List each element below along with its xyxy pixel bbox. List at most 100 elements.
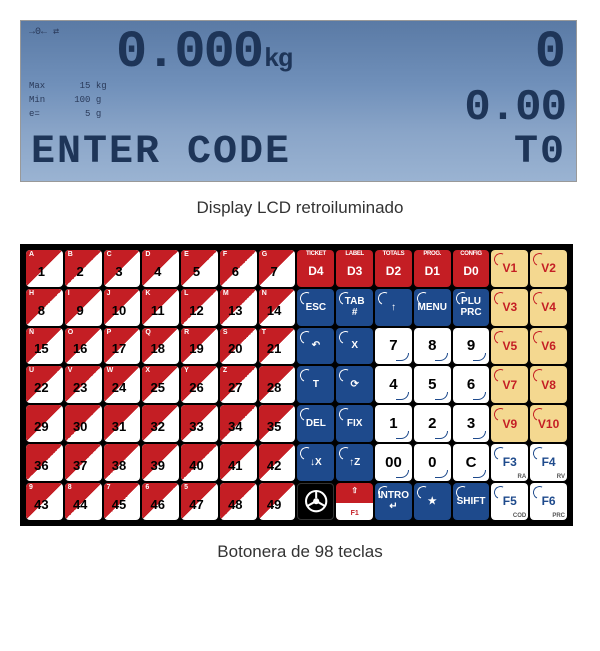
plu-key-14[interactable]: N14 [259, 289, 296, 326]
plu-key-35[interactable]: 35 [259, 405, 296, 442]
plu-key-29[interactable]: 29 [26, 405, 63, 442]
vendor-key-v1[interactable]: V1 [491, 250, 528, 287]
digit-key-9[interactable]: 9 [453, 328, 490, 365]
func-key-1-7[interactable]: ESC [297, 289, 334, 326]
steering-wheel-icon[interactable] [297, 483, 334, 520]
plu-key-41[interactable]: 41 [220, 444, 257, 481]
plu-key-4[interactable]: D4 [142, 250, 179, 287]
digit-key-5[interactable]: 5 [414, 366, 451, 403]
plu-key-36[interactable]: 36 [26, 444, 63, 481]
vendor-key-v9[interactable]: V9 [491, 405, 528, 442]
weight-value: 0.000 [116, 23, 262, 82]
func-key-4-8[interactable]: FIX [336, 405, 373, 442]
vendor-key-v2[interactable]: V2 [530, 250, 567, 287]
func-key-1-11[interactable]: PLU PRC [453, 289, 490, 326]
plu-key-15[interactable]: Ñ15 [26, 328, 63, 365]
plu-key-13[interactable]: M13 [220, 289, 257, 326]
plu-key-47[interactable]: 547 [181, 483, 218, 520]
digit-key-8[interactable]: 8 [414, 328, 451, 365]
func-key-1-9[interactable]: ↑ [375, 289, 412, 326]
plu-key-48[interactable]: 48 [220, 483, 257, 520]
plu-key-21[interactable]: T21 [259, 328, 296, 365]
func-key-3-8[interactable]: ⟳ [336, 366, 373, 403]
plu-key-43[interactable]: 943 [26, 483, 63, 520]
fkey-f4[interactable]: F4RV [530, 444, 567, 481]
plu-key-23[interactable]: V23 [65, 366, 102, 403]
vendor-key-v8[interactable]: V8 [530, 366, 567, 403]
digit-key-6[interactable]: 6 [453, 366, 490, 403]
vendor-key-v6[interactable]: V6 [530, 328, 567, 365]
func-key-5-8[interactable]: ↑Z [336, 444, 373, 481]
plu-key-19[interactable]: R19 [181, 328, 218, 365]
vendor-key-v7[interactable]: V7 [491, 366, 528, 403]
plu-key-22[interactable]: U22 [26, 366, 63, 403]
plu-key-20[interactable]: S20 [220, 328, 257, 365]
func-key-2-7[interactable]: ↶ [297, 328, 334, 365]
plu-key-11[interactable]: K11 [142, 289, 179, 326]
func-key-2-8[interactable]: X [336, 328, 373, 365]
digit-key-4[interactable]: 4 [375, 366, 412, 403]
vendor-key-v10[interactable]: V10 [530, 405, 567, 442]
plu-key-17[interactable]: P17 [104, 328, 141, 365]
plu-key-25[interactable]: X25 [142, 366, 179, 403]
mode-key-d1[interactable]: PROG.D1 [414, 250, 451, 287]
digit-key-7[interactable]: 7 [375, 328, 412, 365]
func-key-4-7[interactable]: DEL [297, 405, 334, 442]
digit-key-3[interactable]: 3 [453, 405, 490, 442]
plu-key-38[interactable]: 38 [104, 444, 141, 481]
plu-key-40[interactable]: 40 [181, 444, 218, 481]
plu-key-33[interactable]: 33 [181, 405, 218, 442]
plu-key-45[interactable]: 745 [104, 483, 141, 520]
mode-key-d4[interactable]: TICKETD4 [297, 250, 334, 287]
plu-key-1[interactable]: A1 [26, 250, 63, 287]
digit-key-2[interactable]: 2 [414, 405, 451, 442]
plu-key-37[interactable]: 37 [65, 444, 102, 481]
digit-key-C[interactable]: C [453, 444, 490, 481]
plu-key-16[interactable]: O16 [65, 328, 102, 365]
plu-key-6[interactable]: F6 [220, 250, 257, 287]
plu-key-24[interactable]: W24 [104, 366, 141, 403]
vendor-key-v3[interactable]: V3 [491, 289, 528, 326]
func-key-6-10[interactable]: ★ [414, 483, 451, 520]
plu-key-32[interactable]: 32 [142, 405, 179, 442]
lcd-caption: Display LCD retroiluminado [20, 198, 580, 218]
shift-f1-key[interactable]: ⇧F1 [336, 483, 373, 520]
plu-key-5[interactable]: E5 [181, 250, 218, 287]
plu-key-30[interactable]: 30 [65, 405, 102, 442]
func-key-1-10[interactable]: MENU [414, 289, 451, 326]
plu-key-8[interactable]: H8 [26, 289, 63, 326]
plu-key-10[interactable]: J10 [104, 289, 141, 326]
plu-key-34[interactable]: 34 [220, 405, 257, 442]
fkey-f5[interactable]: F5COD [491, 483, 528, 520]
plu-key-9[interactable]: I9 [65, 289, 102, 326]
plu-key-27[interactable]: Z27 [220, 366, 257, 403]
plu-key-7[interactable]: G7 [259, 250, 296, 287]
plu-key-42[interactable]: 42 [259, 444, 296, 481]
mode-key-d3[interactable]: LABELD3 [336, 250, 373, 287]
plu-key-44[interactable]: 844 [65, 483, 102, 520]
plu-key-26[interactable]: Y26 [181, 366, 218, 403]
plu-key-3[interactable]: C3 [104, 250, 141, 287]
plu-key-39[interactable]: 39 [142, 444, 179, 481]
plu-key-18[interactable]: Q18 [142, 328, 179, 365]
vendor-key-v5[interactable]: V5 [491, 328, 528, 365]
fkey-f3[interactable]: F3RA [491, 444, 528, 481]
plu-key-46[interactable]: 646 [142, 483, 179, 520]
plu-key-12[interactable]: L12 [181, 289, 218, 326]
func-key-3-7[interactable]: T [297, 366, 334, 403]
func-key-6-11[interactable]: SHIFT [453, 483, 490, 520]
mode-key-d2[interactable]: TOTALSD2 [375, 250, 412, 287]
mode-key-d0[interactable]: CONFIGD0 [453, 250, 490, 287]
vendor-key-v4[interactable]: V4 [530, 289, 567, 326]
plu-key-2[interactable]: B2 [65, 250, 102, 287]
func-key-1-8[interactable]: TAB # [336, 289, 373, 326]
func-key-5-7[interactable]: ↓X [297, 444, 334, 481]
plu-key-31[interactable]: 31 [104, 405, 141, 442]
plu-key-49[interactable]: 49 [259, 483, 296, 520]
digit-key-00[interactable]: 00 [375, 444, 412, 481]
plu-key-28[interactable]: 28 [259, 366, 296, 403]
digit-key-0[interactable]: 0 [414, 444, 451, 481]
digit-key-1[interactable]: 1 [375, 405, 412, 442]
func-key-6-9[interactable]: INTRO ↵ [375, 483, 412, 520]
fkey-f6[interactable]: F6PRC [530, 483, 567, 520]
